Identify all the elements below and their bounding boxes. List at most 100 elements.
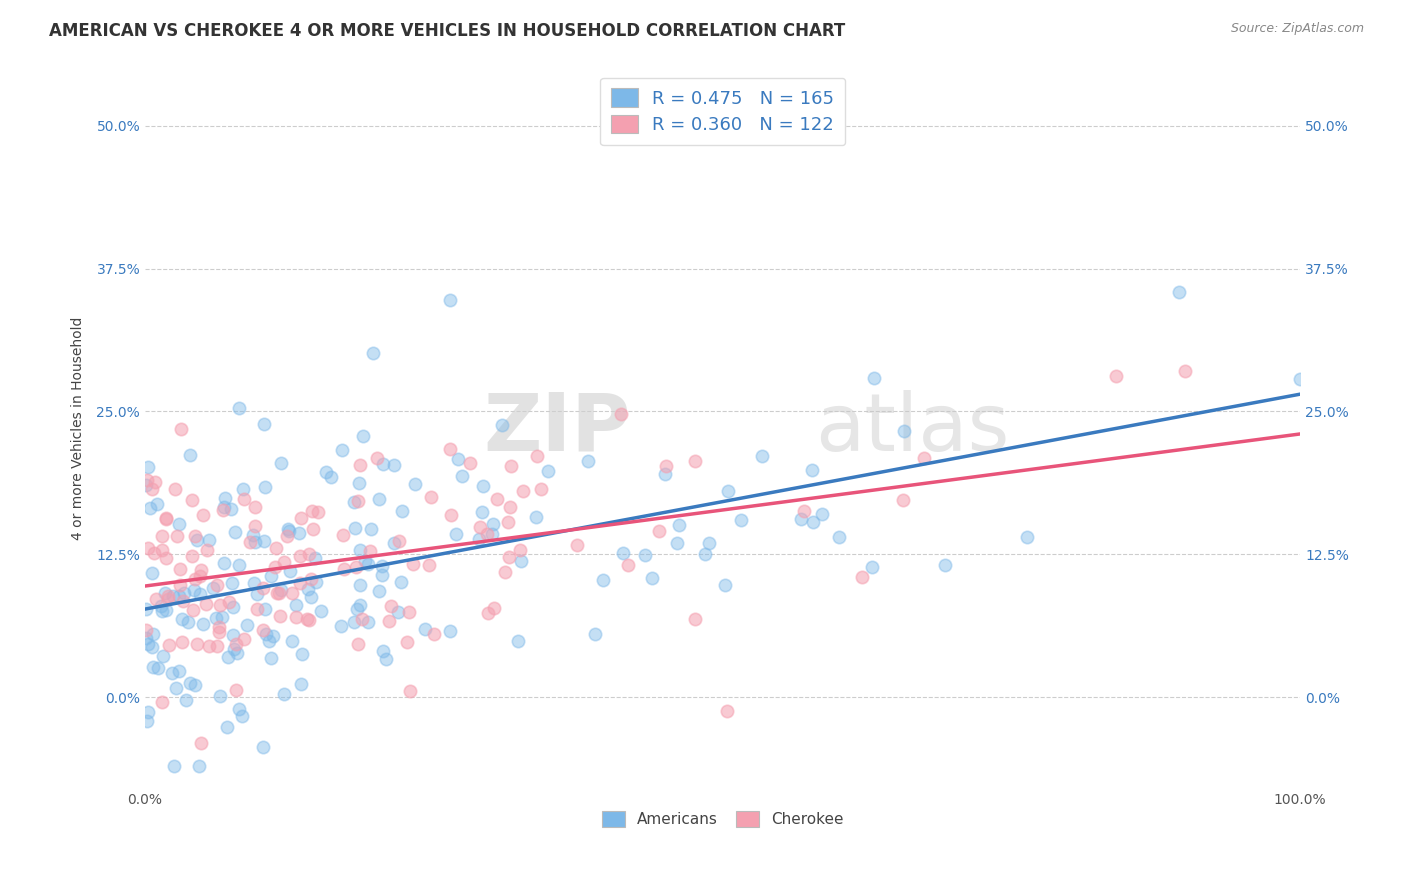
- Point: [344, 521, 367, 535]
- Point: [304, 551, 326, 566]
- Point: [155, 551, 177, 566]
- Point: [352, 429, 374, 443]
- Point: [142, 546, 165, 560]
- Point: [382, 536, 405, 550]
- Point: [352, 612, 374, 626]
- Point: [716, 704, 738, 718]
- Point: [655, 459, 678, 474]
- Point: [418, 558, 440, 572]
- Point: [654, 467, 676, 481]
- Point: [402, 558, 425, 572]
- Point: [281, 634, 304, 648]
- Point: [180, 549, 202, 564]
- Point: [136, 637, 159, 651]
- Point: [524, 509, 547, 524]
- Point: [155, 603, 177, 617]
- Point: [1289, 372, 1312, 386]
- Point: [269, 608, 291, 623]
- Point: [266, 585, 288, 599]
- Point: [297, 612, 319, 626]
- Point: [150, 605, 173, 619]
- Point: [641, 571, 664, 585]
- Text: Source: ZipAtlas.com: Source: ZipAtlas.com: [1230, 22, 1364, 36]
- Point: [235, 618, 257, 632]
- Point: [299, 590, 322, 604]
- Point: [446, 526, 468, 541]
- Point: [166, 528, 188, 542]
- Point: [349, 599, 371, 613]
- Point: [243, 575, 266, 590]
- Point: [471, 479, 494, 493]
- Point: [215, 720, 238, 734]
- Point: [167, 516, 190, 531]
- Point: [307, 504, 329, 518]
- Point: [143, 475, 166, 489]
- Point: [212, 557, 235, 571]
- Point: [208, 624, 231, 639]
- Point: [389, 575, 412, 590]
- Point: [439, 293, 461, 307]
- Point: [668, 517, 690, 532]
- Point: [353, 553, 375, 567]
- Point: [751, 450, 773, 464]
- Point: [245, 500, 267, 515]
- Point: [232, 632, 254, 646]
- Point: [506, 634, 529, 648]
- Point: [225, 637, 247, 651]
- Point: [222, 628, 245, 642]
- Point: [291, 647, 314, 661]
- Point: [136, 705, 159, 719]
- Point: [451, 468, 474, 483]
- Point: [209, 689, 232, 703]
- Point: [141, 483, 163, 497]
- Point: [373, 458, 395, 472]
- Point: [152, 649, 174, 664]
- Point: [860, 560, 883, 574]
- Point: [141, 640, 163, 654]
- Point: [254, 480, 277, 494]
- Point: [163, 483, 186, 497]
- Point: [693, 547, 716, 561]
- Point: [285, 609, 308, 624]
- Point: [169, 578, 191, 592]
- Point: [356, 557, 378, 571]
- Point: [138, 541, 160, 555]
- Point: [259, 634, 281, 648]
- Point: [281, 585, 304, 599]
- Point: [332, 527, 354, 541]
- Text: ZIP: ZIP: [482, 390, 630, 467]
- Point: [198, 639, 221, 653]
- Point: [468, 532, 491, 546]
- Point: [243, 519, 266, 533]
- Point: [439, 624, 461, 638]
- Point: [270, 456, 292, 470]
- Point: [1105, 369, 1128, 384]
- Point: [491, 418, 513, 433]
- Point: [225, 683, 247, 698]
- Point: [253, 417, 276, 431]
- Point: [135, 477, 157, 491]
- Point: [183, 582, 205, 597]
- Point: [648, 524, 671, 538]
- Point: [287, 526, 309, 541]
- Point: [471, 506, 494, 520]
- Point: [801, 515, 824, 529]
- Point: [368, 584, 391, 599]
- Point: [188, 568, 211, 582]
- Point: [404, 477, 426, 491]
- Point: [366, 450, 388, 465]
- Point: [290, 677, 312, 691]
- Point: [592, 573, 614, 587]
- Point: [330, 618, 353, 632]
- Point: [146, 661, 169, 675]
- Point: [195, 542, 218, 557]
- Point: [142, 627, 165, 641]
- Point: [512, 483, 534, 498]
- Point: [142, 659, 165, 673]
- Point: [499, 500, 522, 514]
- Point: [498, 550, 520, 565]
- Point: [172, 635, 194, 649]
- Point: [717, 483, 740, 498]
- Point: [138, 460, 160, 475]
- Point: [349, 458, 371, 472]
